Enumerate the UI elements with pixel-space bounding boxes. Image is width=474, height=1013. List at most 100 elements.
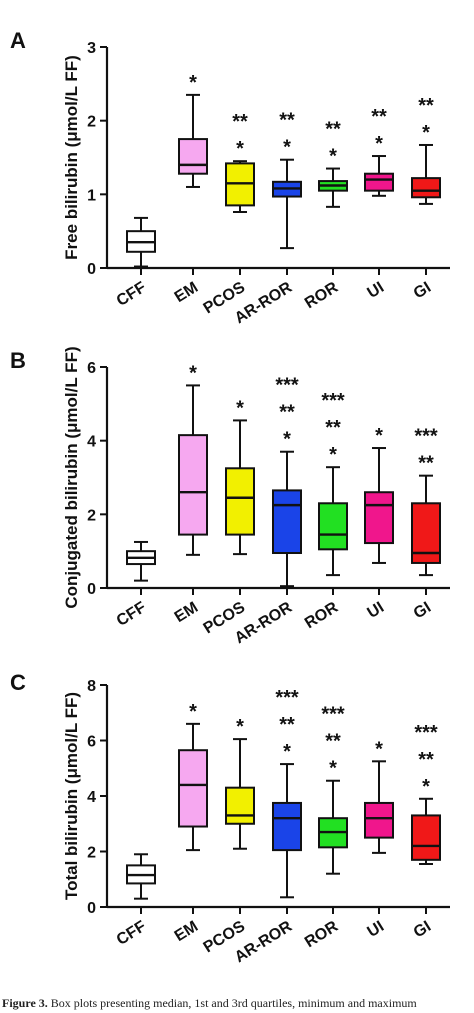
box-gi bbox=[411, 797, 441, 865]
box-pcos bbox=[225, 738, 255, 850]
x-tick-label: CFF bbox=[114, 918, 150, 949]
significance-stars: * bbox=[189, 362, 197, 384]
box-pcos bbox=[225, 160, 255, 214]
box-iqr bbox=[411, 814, 441, 861]
significance-stars: ** bbox=[418, 95, 434, 117]
box-ui bbox=[364, 447, 394, 564]
significance-stars: * bbox=[283, 137, 291, 159]
x-tick-label: EM bbox=[172, 918, 201, 945]
x-tick-label: UI bbox=[365, 918, 388, 941]
box-iqr bbox=[178, 138, 208, 175]
caption-text: Box plots presenting median, 1st and 3rd… bbox=[50, 996, 417, 1010]
box-iqr bbox=[272, 489, 302, 555]
significance-stars: * bbox=[422, 122, 430, 144]
y-tick-label: 3 bbox=[87, 40, 96, 57]
y-tick-label: 8 bbox=[87, 678, 96, 695]
y-tick-label: 2 bbox=[87, 507, 96, 524]
significance-stars: * bbox=[283, 429, 291, 451]
panel-b: B 0 2 4 6 Conjugated bilirubin (μmol/L FF) CFF… bbox=[10, 346, 450, 647]
x-tick-label: CFF bbox=[114, 279, 150, 310]
panel-label: C bbox=[10, 670, 26, 695]
x-tick-label: UI bbox=[365, 279, 388, 302]
box-ar-ror bbox=[272, 158, 302, 250]
significance-stars: *** bbox=[321, 390, 345, 412]
y-tick-label: 6 bbox=[87, 360, 96, 377]
box-iqr bbox=[178, 434, 208, 536]
x-tick-label: EM bbox=[172, 279, 201, 306]
box-iqr bbox=[318, 502, 348, 551]
box-cff bbox=[126, 216, 156, 268]
y-axis-title: Free bilirubin (μmol/L FF) bbox=[62, 55, 81, 260]
panel-label: B bbox=[10, 348, 26, 373]
box-cff bbox=[126, 853, 156, 900]
box-iqr bbox=[225, 786, 255, 825]
y-axis-title: Conjugated bilirubin (μmol/L FF) bbox=[62, 346, 81, 608]
significance-stars: *** bbox=[414, 722, 438, 744]
significance-stars: *** bbox=[275, 687, 299, 709]
box-ror bbox=[318, 466, 348, 577]
significance-stars: * bbox=[375, 738, 383, 760]
significance-stars: ** bbox=[371, 106, 387, 128]
figure-caption: Figure 3. Box plots presenting median, 1… bbox=[2, 996, 474, 1011]
y-tick-label: 0 bbox=[87, 900, 96, 917]
box-iqr bbox=[272, 801, 302, 852]
x-tick-label: ROR bbox=[302, 279, 342, 312]
significance-stars: * bbox=[329, 146, 337, 168]
box-pcos bbox=[225, 419, 255, 556]
box-iqr bbox=[364, 491, 394, 545]
significance-stars: ** bbox=[279, 714, 295, 736]
significance-stars: *** bbox=[414, 426, 438, 448]
significance-stars: ** bbox=[279, 402, 295, 424]
significance-stars: ** bbox=[232, 111, 248, 133]
box-ar-ror bbox=[272, 450, 302, 588]
x-tick-label: CFF bbox=[114, 599, 150, 630]
significance-stars: * bbox=[329, 758, 337, 780]
significance-stars: ** bbox=[325, 731, 341, 753]
significance-stars: * bbox=[189, 72, 197, 94]
significance-stars: * bbox=[375, 133, 383, 155]
significance-stars: ** bbox=[279, 110, 295, 132]
significance-stars: ** bbox=[418, 453, 434, 475]
box-iqr bbox=[225, 467, 255, 536]
x-tick-label: GI bbox=[411, 279, 434, 302]
box-gi bbox=[411, 143, 441, 205]
box-em bbox=[178, 722, 208, 852]
box-em bbox=[178, 93, 208, 188]
box-em bbox=[178, 384, 208, 556]
box-ui bbox=[364, 760, 394, 854]
panel-label: A bbox=[10, 28, 26, 53]
box-iqr bbox=[178, 749, 208, 828]
box-ar-ror bbox=[272, 763, 302, 899]
x-tick-label: EM bbox=[172, 599, 201, 626]
y-axis-title: Total bilirubin (μmol/L FF) bbox=[62, 692, 81, 900]
significance-stars: * bbox=[236, 716, 244, 738]
box-iqr bbox=[364, 172, 394, 192]
significance-stars: * bbox=[236, 397, 244, 419]
box-iqr bbox=[411, 177, 441, 199]
significance-stars: * bbox=[236, 138, 244, 160]
significance-stars: * bbox=[375, 425, 383, 447]
x-tick-label: ROR bbox=[302, 599, 342, 632]
significance-stars: ** bbox=[325, 417, 341, 439]
y-tick-label: 4 bbox=[87, 789, 96, 806]
caption-label: Figure 3. bbox=[2, 996, 48, 1010]
significance-stars: * bbox=[189, 701, 197, 723]
x-tick-label: UI bbox=[365, 599, 388, 622]
box-ror bbox=[318, 779, 348, 875]
significance-stars: *** bbox=[275, 375, 299, 397]
box-ui bbox=[364, 155, 394, 197]
box-cff bbox=[126, 540, 156, 582]
x-tick-label: GI bbox=[411, 599, 434, 622]
significance-stars: ** bbox=[418, 749, 434, 771]
y-tick-label: 1 bbox=[87, 187, 96, 204]
y-tick-label: 2 bbox=[87, 114, 96, 131]
significance-stars: * bbox=[283, 741, 291, 763]
y-tick-label: 2 bbox=[87, 845, 96, 862]
x-tick-label: ROR bbox=[302, 918, 342, 951]
box-iqr bbox=[364, 801, 394, 839]
significance-stars: * bbox=[422, 776, 430, 798]
y-tick-label: 0 bbox=[87, 581, 96, 598]
